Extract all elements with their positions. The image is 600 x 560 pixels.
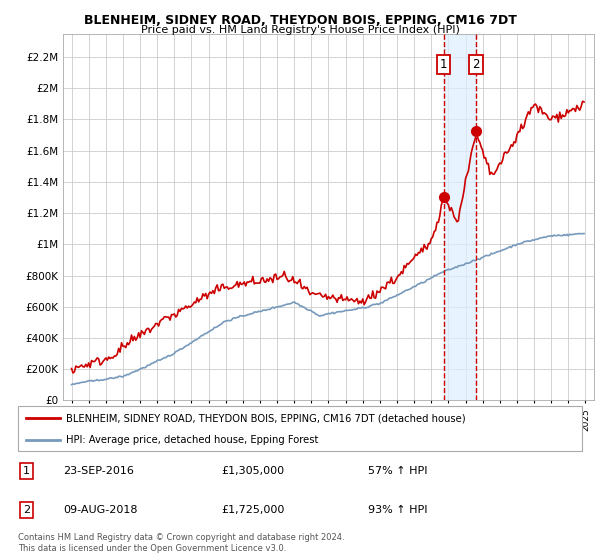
Text: BLENHEIM, SIDNEY ROAD, THEYDON BOIS, EPPING, CM16 7DT: BLENHEIM, SIDNEY ROAD, THEYDON BOIS, EPP…	[83, 14, 517, 27]
Text: 1: 1	[23, 466, 30, 476]
Text: 23-SEP-2016: 23-SEP-2016	[63, 466, 134, 476]
Text: £1,725,000: £1,725,000	[221, 505, 284, 515]
Text: BLENHEIM, SIDNEY ROAD, THEYDON BOIS, EPPING, CM16 7DT (detached house): BLENHEIM, SIDNEY ROAD, THEYDON BOIS, EPP…	[66, 413, 466, 423]
FancyBboxPatch shape	[18, 406, 582, 451]
Text: 2: 2	[472, 58, 480, 71]
Text: Price paid vs. HM Land Registry's House Price Index (HPI): Price paid vs. HM Land Registry's House …	[140, 25, 460, 35]
Bar	[444, 34, 476, 400]
Text: 1: 1	[440, 58, 448, 71]
Text: HPI: Average price, detached house, Epping Forest: HPI: Average price, detached house, Eppi…	[66, 435, 319, 445]
Text: 09-AUG-2018: 09-AUG-2018	[63, 505, 137, 515]
Text: 57% ↑ HPI: 57% ↑ HPI	[368, 466, 427, 476]
Text: 93% ↑ HPI: 93% ↑ HPI	[368, 505, 427, 515]
Text: Contains HM Land Registry data © Crown copyright and database right 2024.
This d: Contains HM Land Registry data © Crown c…	[18, 533, 344, 553]
Text: £1,305,000: £1,305,000	[221, 466, 284, 476]
Text: 2: 2	[23, 505, 30, 515]
